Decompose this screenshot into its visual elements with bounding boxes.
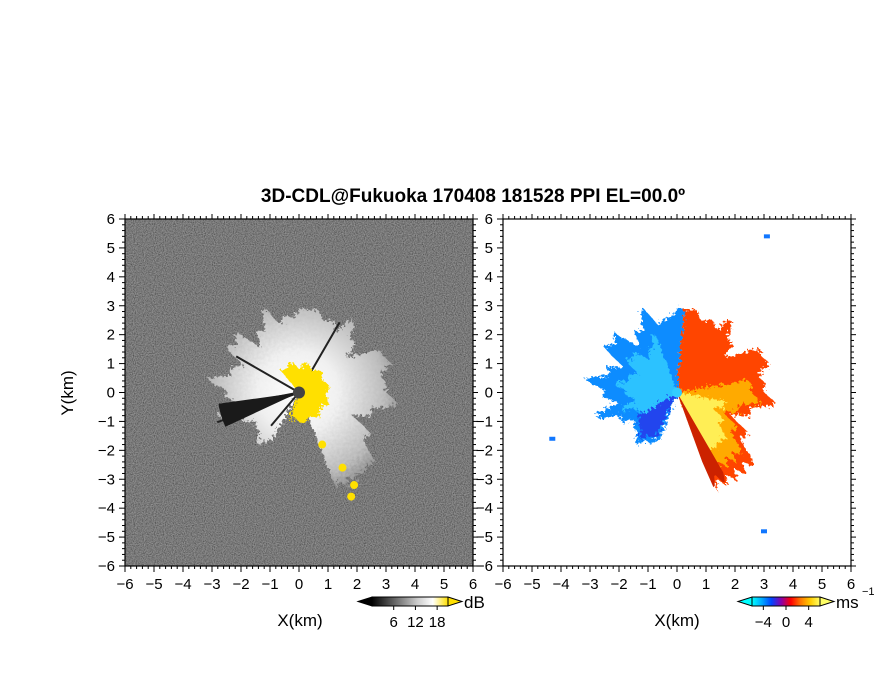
reflectivity-xtick-label: −1 (261, 576, 278, 593)
velocity-xtick-label: 5 (818, 576, 826, 593)
velocity-ytick-label: 0 (485, 385, 493, 402)
reflectivity-xtick-label: −3 (203, 576, 220, 593)
velocity-panel: −6 −5 −4 −3 −2 −1 0 1 2 3 4 5 6 6 5 4 3 2 1 0 −1 −2 −3 −4 −5 −6 X… (476, 211, 875, 631)
velocity-xtick-label: −4 (552, 576, 569, 593)
velocity-ytick-label: −5 (476, 529, 493, 546)
reflectivity-xtick-label: 0 (295, 576, 303, 593)
reflectivity-beam-block (235, 355, 300, 394)
velocity-xtick-label: 4 (789, 576, 797, 593)
velocity-colorbar-tick-label: −4 (755, 614, 772, 631)
reflectivity-ytick-label: −3 (98, 471, 115, 488)
velocity-xtick-label: −2 (610, 576, 627, 593)
reflectivity-ylabel: Y(km) (58, 370, 77, 415)
velocity-xtick-label: 3 (760, 576, 768, 593)
reflectivity-ytick-label: 1 (107, 356, 115, 373)
velocity-east-edge (677, 392, 725, 488)
reflectivity-ytick-label: 2 (107, 327, 115, 344)
reflectivity-colorbar-tick-label: 18 (429, 614, 446, 631)
velocity-xtick-label: −5 (523, 576, 540, 593)
reflectivity-yellow-point (318, 440, 327, 449)
velocity-ytick-label: 1 (485, 356, 493, 373)
reflectivity-xtick-label: 1 (324, 576, 332, 593)
velocity-colorbar-label-exponent: −1 (862, 586, 875, 598)
reflectivity-yellow-point (350, 481, 359, 490)
velocity-ytick-label: −1 (476, 413, 493, 430)
velocity-xtick-label: 6 (847, 576, 855, 593)
velocity-origin (672, 387, 682, 398)
velocity-colorbar-tick-label: 0 (782, 614, 790, 631)
reflectivity-yellow-point (338, 463, 347, 472)
reflectivity-xtick-label: 2 (353, 576, 361, 593)
velocity-colorbar-tick-label: 4 (804, 614, 812, 631)
velocity-echo (549, 234, 775, 534)
reflectivity-ytick-label: 0 (107, 385, 115, 402)
reflectivity-xtick-label: −2 (232, 576, 249, 593)
velocity-colorbar-bar (751, 596, 821, 607)
reflectivity-yellow-point (283, 368, 292, 377)
reflectivity-xtick-label: −6 (116, 576, 133, 593)
reflectivity-ytick-label: 6 (107, 211, 115, 228)
velocity-isolated-point (763, 234, 770, 239)
reflectivity-yellow-point (347, 492, 356, 501)
velocity-isolated-point (549, 436, 556, 441)
velocity-ytick-label: −4 (476, 500, 493, 517)
velocity-ytick-label: 3 (485, 298, 493, 315)
reflectivity-colorbar: 6 12 18 dB (356, 593, 485, 631)
reflectivity-ytick-label: −1 (98, 413, 115, 430)
velocity-colorbar-min-arrow (736, 596, 753, 607)
reflectivity-xtick-label: −5 (145, 576, 162, 593)
reflectivity-ytick-label: −6 (98, 558, 115, 575)
reflectivity-xtick-label: −4 (174, 576, 191, 593)
reflectivity-colorbar-bar (371, 596, 449, 607)
reflectivity-xtick-label: 3 (382, 576, 390, 593)
reflectivity-colorbar-tick-label: 6 (390, 614, 398, 631)
reflectivity-yellow-point (300, 411, 309, 420)
reflectivity-beam-block (270, 391, 300, 427)
velocity-xtick-label: −1 (639, 576, 656, 593)
reflectivity-ytick-label: −2 (98, 442, 115, 459)
velocity-ytick-label: 2 (485, 327, 493, 344)
velocity-xlabel: X(km) (654, 611, 699, 630)
velocity-xtick-label: 2 (731, 576, 739, 593)
velocity-colorbar-max-arrow (819, 596, 836, 607)
reflectivity-origin (293, 386, 305, 399)
velocity-ytick-label: 5 (485, 240, 493, 257)
reflectivity-colorbar-tick-label: 12 (407, 614, 424, 631)
velocity-colorbar-label: ms (836, 593, 859, 612)
reflectivity-near-field (279, 362, 331, 424)
reflectivity-xtick-label: 4 (411, 576, 419, 593)
velocity-ytick-label: 6 (485, 211, 493, 228)
velocity-east-inner (677, 392, 729, 452)
velocity-xtick-label: 0 (673, 576, 681, 593)
reflectivity-blocked-sector (218, 392, 299, 427)
reflectivity-ytick-label: 5 (107, 240, 115, 257)
velocity-isolated-point (761, 529, 767, 534)
reflectivity-xtick-label: 5 (440, 576, 448, 593)
figure-title: 3D-CDL@Fukuoka 170408 181528 PPI EL=00.0… (260, 186, 686, 207)
reflectivity-ytick-label: 3 (107, 298, 115, 315)
reflectivity-ytick-label: −4 (98, 500, 115, 517)
velocity-west-edge (636, 392, 677, 440)
reflectivity-axes: −6 −5 −4 −3 −2 −1 0 1 2 3 4 5 6 6 5 4 3 2 1 0 −1 −2 −3 −4 −5 −6 (98, 211, 478, 593)
reflectivity-colorbar-label: dB (464, 593, 485, 612)
velocity-axes: −6 −5 −4 −3 −2 −1 0 1 2 3 4 5 6 6 5 4 3 2 1 0 −1 −2 −3 −4 −5 −6 (476, 211, 856, 593)
velocity-xtick-label: −3 (581, 576, 598, 593)
velocity-ytick-label: −6 (476, 558, 493, 575)
velocity-xtick-label: 1 (702, 576, 710, 593)
velocity-xtick-label: −6 (494, 576, 511, 593)
velocity-ytick-label: −3 (476, 471, 493, 488)
reflectivity-xtick-label: 6 (469, 576, 477, 593)
reflectivity-ytick-label: 4 (107, 269, 115, 286)
velocity-ytick-label: −2 (476, 442, 493, 459)
velocity-colorbar: −4 0 4 ms−1 (736, 586, 875, 631)
reflectivity-echo (208, 307, 397, 501)
reflectivity-ytick-label: −5 (98, 529, 115, 546)
velocity-ytick-label: 4 (485, 269, 493, 286)
reflectivity-colorbar-max-arrow (447, 596, 464, 607)
reflectivity-xlabel: X(km) (277, 611, 322, 630)
reflectivity-colorbar-min-arrow (356, 596, 373, 607)
